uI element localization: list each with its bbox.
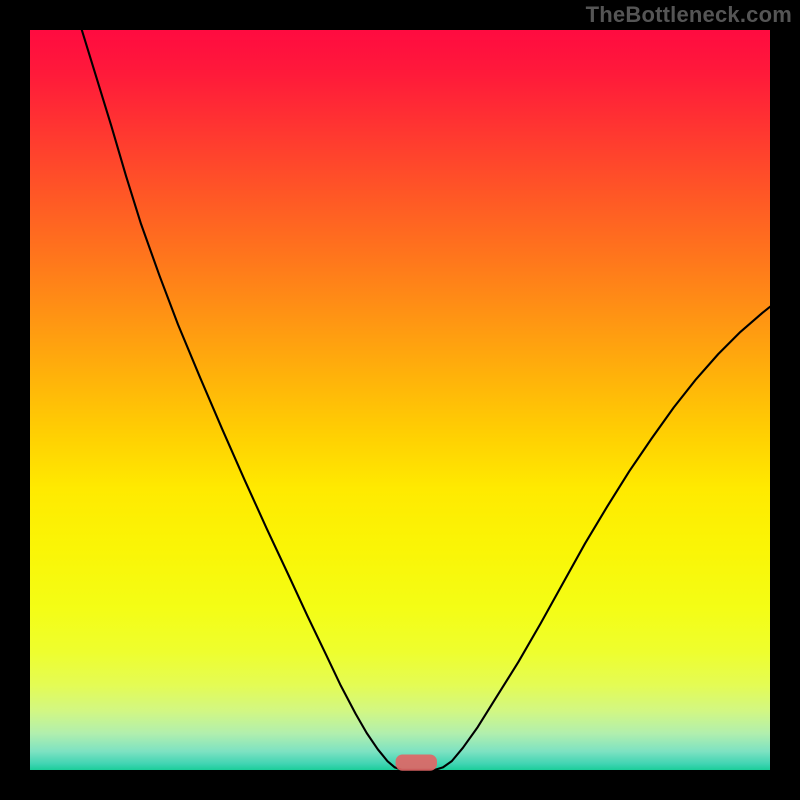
- optimal-marker: [396, 754, 437, 770]
- plot-background: [30, 30, 770, 770]
- chart-container: { "watermark": { "text": "TheBottleneck.…: [0, 0, 800, 800]
- bottleneck-chart: [0, 0, 800, 800]
- watermark-text: TheBottleneck.com: [586, 2, 792, 28]
